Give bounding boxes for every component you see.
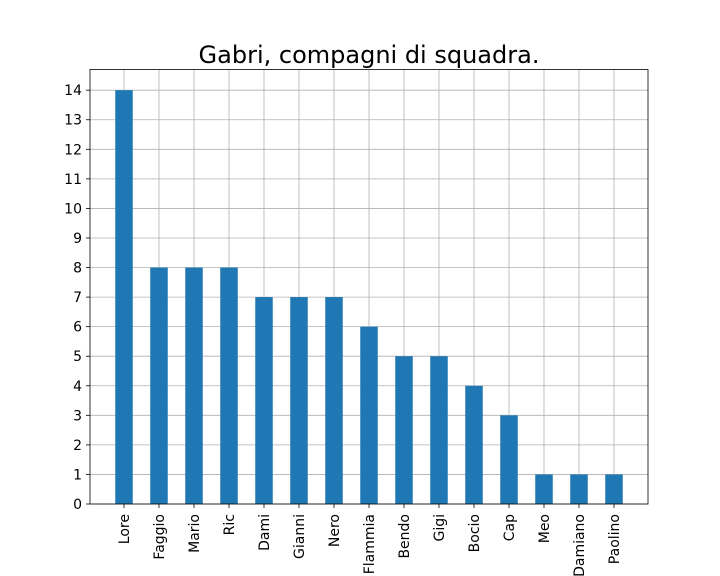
y-tick-label: 0 <box>73 497 82 513</box>
x-tick-label: Damiano <box>572 514 588 576</box>
x-tick-label: Nero <box>327 514 343 547</box>
bar-gigi <box>430 356 448 504</box>
y-tick-label: 6 <box>73 320 82 336</box>
bar-mario <box>185 267 203 504</box>
bar-paolino <box>605 474 623 504</box>
y-tick-label: 4 <box>73 379 82 395</box>
y-tick-label: 1 <box>73 467 82 483</box>
x-tick-label: Gianni <box>292 514 308 559</box>
bars <box>115 90 623 504</box>
x-tick-label: Paolino <box>607 514 623 564</box>
x-tick-label: Bendo <box>397 514 413 559</box>
bar-lore <box>115 90 133 504</box>
bar-meo <box>535 474 553 504</box>
y-tick-label: 3 <box>73 408 82 424</box>
x-tick-label: Faggio <box>152 514 168 560</box>
bar-gianni <box>290 297 308 504</box>
x-tick-label: Mario <box>187 514 203 553</box>
bar-flammia <box>360 326 378 504</box>
bar-dami <box>255 297 273 504</box>
y-tick-label: 12 <box>64 142 82 158</box>
y-tick-label: 5 <box>73 349 82 365</box>
bar-cap <box>500 415 518 504</box>
bar-bendo <box>395 356 413 504</box>
x-tick-label: Ric <box>222 514 238 535</box>
x-tick-label: Cap <box>502 514 518 541</box>
y-tick-label: 9 <box>73 231 82 247</box>
x-axis-ticks: Lore Faggio Mario Ric Dami Gianni Nero Flammia B… <box>117 504 623 576</box>
y-tick-label: 2 <box>73 438 82 454</box>
x-tick-label: Dami <box>257 514 273 551</box>
x-tick-label: Flammia <box>362 514 378 574</box>
bar-damiano <box>570 474 588 504</box>
bar-faggio <box>150 267 168 504</box>
bar-nero <box>325 297 343 504</box>
x-tick-label: Gigi <box>432 514 448 542</box>
y-tick-label: 8 <box>73 261 82 277</box>
y-tick-label: 14 <box>64 83 82 99</box>
y-tick-label: 13 <box>64 113 82 129</box>
bar-bocio <box>465 385 483 504</box>
bar-ric <box>220 267 238 504</box>
x-tick-label: Lore <box>117 514 133 544</box>
x-tick-label: Meo <box>537 514 553 543</box>
y-tick-label: 11 <box>64 172 82 188</box>
y-tick-label: 10 <box>64 201 82 217</box>
x-tick-label: Bocio <box>467 514 483 552</box>
chart-title: Gabri, compagni di squadra. <box>199 41 540 69</box>
y-tick-label: 7 <box>73 290 82 306</box>
